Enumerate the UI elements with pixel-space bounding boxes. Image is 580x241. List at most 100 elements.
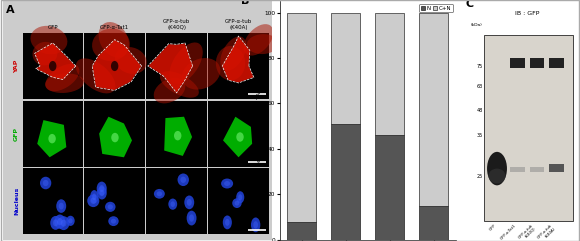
Ellipse shape bbox=[97, 181, 107, 195]
Bar bbox=[85, 100, 145, 167]
Ellipse shape bbox=[236, 191, 244, 203]
Polygon shape bbox=[93, 40, 141, 90]
Bar bbox=[530, 58, 544, 68]
Text: 25: 25 bbox=[476, 174, 483, 179]
Bar bbox=[549, 58, 564, 68]
Ellipse shape bbox=[43, 180, 49, 186]
Ellipse shape bbox=[99, 185, 104, 192]
Text: (kDa): (kDa) bbox=[471, 23, 483, 27]
Ellipse shape bbox=[232, 198, 242, 208]
Text: C: C bbox=[465, 0, 474, 9]
Polygon shape bbox=[37, 120, 66, 157]
Ellipse shape bbox=[154, 189, 165, 199]
Ellipse shape bbox=[45, 64, 79, 91]
Ellipse shape bbox=[99, 22, 129, 58]
Text: GFP-α-tub
(K40A): GFP-α-tub (K40A) bbox=[536, 223, 557, 241]
Bar bbox=[23, 100, 83, 167]
Ellipse shape bbox=[111, 219, 116, 224]
Ellipse shape bbox=[30, 26, 67, 54]
Text: 35: 35 bbox=[476, 133, 483, 138]
Ellipse shape bbox=[105, 202, 115, 212]
Ellipse shape bbox=[100, 190, 104, 196]
Text: GFP-α-tub
(K40Q): GFP-α-tub (K40Q) bbox=[163, 19, 190, 30]
Ellipse shape bbox=[223, 215, 232, 229]
Ellipse shape bbox=[108, 204, 113, 209]
Legend: N, C+N: N, C+N bbox=[419, 4, 453, 12]
Bar bbox=[23, 168, 83, 234]
Ellipse shape bbox=[87, 194, 99, 207]
Ellipse shape bbox=[160, 71, 199, 98]
Ellipse shape bbox=[189, 214, 194, 222]
Ellipse shape bbox=[58, 216, 70, 230]
Ellipse shape bbox=[168, 199, 177, 210]
Bar bbox=[208, 168, 269, 234]
Text: 75: 75 bbox=[476, 64, 483, 69]
Ellipse shape bbox=[90, 198, 96, 204]
Ellipse shape bbox=[90, 190, 99, 204]
Ellipse shape bbox=[225, 219, 230, 226]
Ellipse shape bbox=[32, 42, 57, 65]
Ellipse shape bbox=[487, 152, 507, 185]
Ellipse shape bbox=[251, 217, 260, 232]
Ellipse shape bbox=[66, 216, 75, 226]
Ellipse shape bbox=[220, 36, 246, 71]
Text: GFP-α-tub
(K40Q): GFP-α-tub (K40Q) bbox=[517, 223, 537, 241]
Ellipse shape bbox=[171, 201, 175, 207]
Bar bbox=[85, 33, 145, 99]
Polygon shape bbox=[164, 117, 192, 156]
Text: Nucleus: Nucleus bbox=[14, 187, 19, 215]
Ellipse shape bbox=[56, 199, 66, 213]
Ellipse shape bbox=[187, 211, 197, 226]
Ellipse shape bbox=[253, 221, 258, 228]
Text: 63: 63 bbox=[476, 84, 483, 89]
Text: GFP-α-Tat1: GFP-α-Tat1 bbox=[100, 25, 129, 30]
Ellipse shape bbox=[61, 220, 67, 227]
Text: 48: 48 bbox=[476, 108, 483, 114]
Ellipse shape bbox=[238, 194, 242, 200]
Bar bbox=[375, 13, 404, 135]
Ellipse shape bbox=[48, 134, 56, 143]
Ellipse shape bbox=[55, 214, 66, 229]
Ellipse shape bbox=[57, 218, 63, 225]
Polygon shape bbox=[223, 37, 253, 83]
Polygon shape bbox=[223, 117, 252, 157]
Polygon shape bbox=[148, 43, 193, 92]
Ellipse shape bbox=[221, 179, 233, 188]
Text: IB : GFP: IB : GFP bbox=[515, 11, 539, 16]
Ellipse shape bbox=[216, 46, 245, 80]
Bar bbox=[23, 33, 83, 99]
Bar bbox=[419, 206, 448, 240]
Ellipse shape bbox=[111, 133, 119, 142]
Ellipse shape bbox=[59, 203, 64, 209]
Ellipse shape bbox=[184, 195, 194, 209]
Ellipse shape bbox=[177, 174, 189, 186]
Text: GFP: GFP bbox=[48, 25, 58, 30]
Bar bbox=[146, 100, 206, 167]
Text: GFP-α-tub
(K40A): GFP-α-tub (K40A) bbox=[225, 19, 252, 30]
Ellipse shape bbox=[169, 42, 203, 84]
Ellipse shape bbox=[234, 201, 240, 206]
Text: A: A bbox=[6, 5, 14, 15]
Y-axis label: Cellular localization of YAP (%): Cellular localization of YAP (%) bbox=[256, 75, 262, 166]
Ellipse shape bbox=[115, 47, 147, 74]
Ellipse shape bbox=[40, 177, 51, 189]
Ellipse shape bbox=[50, 216, 61, 230]
Ellipse shape bbox=[97, 186, 107, 200]
Bar bbox=[146, 168, 206, 234]
Bar bbox=[375, 135, 404, 240]
Ellipse shape bbox=[53, 219, 58, 226]
Ellipse shape bbox=[224, 181, 230, 186]
Ellipse shape bbox=[45, 74, 84, 93]
Ellipse shape bbox=[247, 34, 278, 54]
Text: GFP-α-Tat1: GFP-α-Tat1 bbox=[500, 223, 517, 241]
Bar bbox=[85, 168, 145, 234]
Ellipse shape bbox=[68, 218, 72, 223]
Ellipse shape bbox=[92, 29, 130, 61]
Text: YAP: YAP bbox=[14, 59, 19, 73]
Bar bbox=[484, 35, 572, 221]
Text: GFP: GFP bbox=[489, 223, 497, 231]
Ellipse shape bbox=[174, 131, 182, 140]
Polygon shape bbox=[35, 43, 75, 79]
Text: GFP: GFP bbox=[14, 127, 19, 141]
Ellipse shape bbox=[180, 177, 186, 183]
